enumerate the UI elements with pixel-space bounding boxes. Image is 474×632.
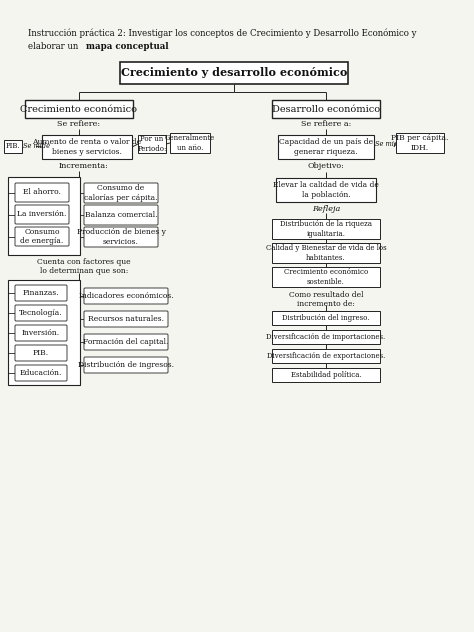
Text: Se mide: Se mide bbox=[375, 140, 402, 148]
FancyBboxPatch shape bbox=[272, 349, 380, 363]
Text: Recursos naturales.: Recursos naturales. bbox=[88, 315, 164, 323]
FancyBboxPatch shape bbox=[276, 178, 376, 202]
FancyBboxPatch shape bbox=[272, 267, 380, 287]
Text: Aumento de renta o valor de
bienes y servicios.: Aumento de renta o valor de bienes y ser… bbox=[32, 138, 142, 155]
Text: Inversión.: Inversión. bbox=[22, 329, 60, 337]
Text: Educación.: Educación. bbox=[20, 369, 62, 377]
Text: Producción de bienes y
servicios.: Producción de bienes y servicios. bbox=[77, 228, 165, 246]
Text: Crecimiento y desarrollo económico: Crecimiento y desarrollo económico bbox=[121, 68, 347, 78]
Text: PIB.: PIB. bbox=[33, 349, 49, 357]
FancyBboxPatch shape bbox=[8, 280, 80, 385]
Text: El ahorro.: El ahorro. bbox=[23, 188, 61, 197]
FancyBboxPatch shape bbox=[396, 133, 444, 153]
Text: Instrucción práctica 2: Investigar los conceptos de Crecimiento y Desarrollo Eco: Instrucción práctica 2: Investigar los c… bbox=[28, 28, 417, 37]
FancyBboxPatch shape bbox=[4, 140, 22, 153]
FancyBboxPatch shape bbox=[42, 135, 132, 159]
Text: PIB.: PIB. bbox=[6, 142, 20, 150]
Text: Desarrollo económico: Desarrollo económico bbox=[272, 104, 380, 114]
FancyBboxPatch shape bbox=[138, 135, 166, 153]
FancyBboxPatch shape bbox=[278, 135, 374, 159]
Text: Se refiere:: Se refiere: bbox=[57, 120, 100, 128]
FancyBboxPatch shape bbox=[84, 205, 158, 225]
Text: Consumo de
calorías per cápita.: Consumo de calorías per cápita. bbox=[84, 185, 158, 202]
Text: Por un
Periodo:: Por un Periodo: bbox=[137, 135, 167, 152]
Text: Distribución del ingreso.: Distribución del ingreso. bbox=[282, 314, 370, 322]
Text: Balanza comercial.: Balanza comercial. bbox=[85, 211, 157, 219]
Text: Crecimiento económico: Crecimiento económico bbox=[20, 104, 137, 114]
FancyBboxPatch shape bbox=[15, 205, 69, 224]
FancyBboxPatch shape bbox=[272, 330, 380, 344]
FancyBboxPatch shape bbox=[170, 133, 210, 153]
FancyBboxPatch shape bbox=[272, 311, 380, 325]
FancyBboxPatch shape bbox=[272, 368, 380, 382]
Text: Capacidad de un país de
generar riqueza.: Capacidad de un país de generar riqueza. bbox=[279, 138, 373, 155]
Text: Se refiere a:: Se refiere a: bbox=[301, 120, 351, 128]
FancyBboxPatch shape bbox=[84, 227, 158, 247]
Text: Finanzas.: Finanzas. bbox=[23, 289, 59, 297]
Text: Consumo
de energía.: Consumo de energía. bbox=[20, 228, 64, 245]
Text: Objetivo:: Objetivo: bbox=[308, 162, 345, 170]
FancyBboxPatch shape bbox=[15, 227, 69, 246]
FancyBboxPatch shape bbox=[15, 285, 67, 301]
Text: Se mide: Se mide bbox=[23, 142, 50, 150]
Text: Incrementa:: Incrementa: bbox=[59, 162, 109, 170]
Text: Crecimiento económico
sostenible.: Crecimiento económico sostenible. bbox=[284, 269, 368, 286]
Text: Generalmente
un año.: Generalmente un año. bbox=[165, 135, 215, 152]
FancyBboxPatch shape bbox=[272, 219, 380, 239]
FancyBboxPatch shape bbox=[8, 177, 80, 255]
Text: mapa conceptual: mapa conceptual bbox=[86, 42, 169, 51]
Text: Indicadores económicos.: Indicadores económicos. bbox=[79, 292, 173, 300]
Text: Refleja: Refleja bbox=[312, 205, 340, 213]
Text: Tecnología.: Tecnología. bbox=[19, 309, 63, 317]
FancyBboxPatch shape bbox=[15, 183, 69, 202]
FancyBboxPatch shape bbox=[84, 357, 168, 373]
Text: Distribución de ingresos.: Distribución de ingresos. bbox=[78, 361, 174, 369]
Text: Calidad y Bienestar de vida de los
habitantes.: Calidad y Bienestar de vida de los habit… bbox=[266, 245, 386, 262]
FancyBboxPatch shape bbox=[120, 62, 348, 84]
Text: La inversión.: La inversión. bbox=[18, 210, 67, 219]
FancyBboxPatch shape bbox=[84, 334, 168, 350]
Text: Cuenta con factores que
lo determinan que son:: Cuenta con factores que lo determinan qu… bbox=[37, 258, 131, 275]
Text: Estabilidad política.: Estabilidad política. bbox=[291, 371, 361, 379]
Text: Diversificación de importaciones.: Diversificación de importaciones. bbox=[266, 333, 386, 341]
FancyBboxPatch shape bbox=[84, 311, 168, 327]
FancyBboxPatch shape bbox=[15, 305, 67, 321]
FancyBboxPatch shape bbox=[15, 345, 67, 361]
FancyBboxPatch shape bbox=[84, 288, 168, 304]
FancyBboxPatch shape bbox=[272, 243, 380, 263]
FancyBboxPatch shape bbox=[15, 325, 67, 341]
Text: Como resultado del
incremento de:: Como resultado del incremento de: bbox=[289, 291, 363, 308]
FancyBboxPatch shape bbox=[272, 100, 380, 118]
Text: Diversificación de exportaciones.: Diversificación de exportaciones. bbox=[267, 352, 385, 360]
FancyBboxPatch shape bbox=[25, 100, 133, 118]
Text: PIB per cápita.
IDH.: PIB per cápita. IDH. bbox=[392, 135, 449, 152]
Text: Distribución de la riqueza
igualitaria.: Distribución de la riqueza igualitaria. bbox=[280, 221, 372, 238]
FancyBboxPatch shape bbox=[84, 183, 158, 203]
Text: elaborar un: elaborar un bbox=[28, 42, 81, 51]
Text: Formación del capital.: Formación del capital. bbox=[83, 338, 169, 346]
Text: Elevar la calidad de vida de
la población.: Elevar la calidad de vida de la població… bbox=[273, 181, 379, 198]
FancyBboxPatch shape bbox=[15, 365, 67, 381]
